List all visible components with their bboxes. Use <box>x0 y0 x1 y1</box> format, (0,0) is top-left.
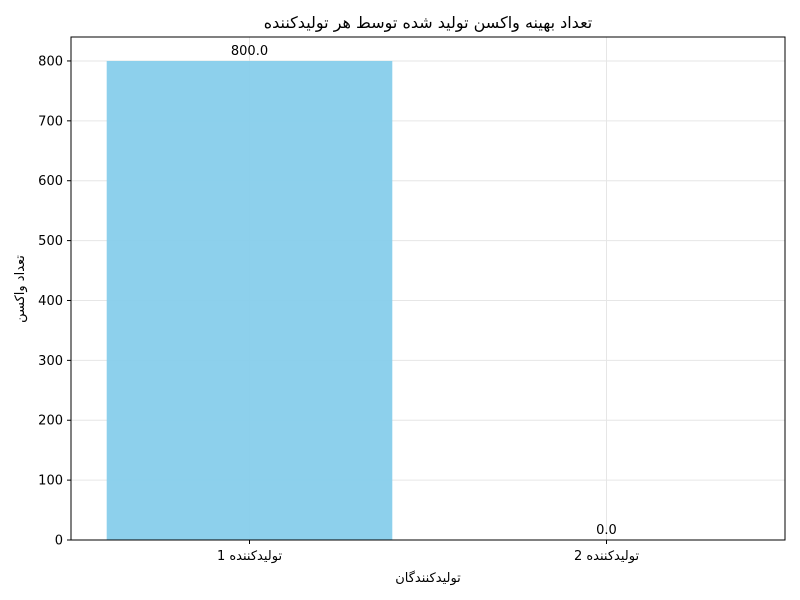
y-tick-label: 300 <box>38 354 63 369</box>
x-axis-title: تولیدکنندگان <box>395 570 461 586</box>
bar-value-label: 800.0 <box>231 44 268 59</box>
y-tick-label: 0 <box>55 534 63 549</box>
y-tick-label: 100 <box>38 474 63 489</box>
x-tick-label: تولیدکننده 2 <box>574 549 640 564</box>
bar-value-label: 0.0 <box>596 523 617 538</box>
y-tick-label: 800 <box>38 54 63 69</box>
bar-layer <box>106 60 393 540</box>
chart-title: تعداد بهینه واکسن تولید شده توسط هر تولی… <box>264 13 593 33</box>
y-tick-label: 700 <box>38 114 63 129</box>
y-tick-label: 500 <box>38 234 63 249</box>
y-axis-title: تعداد واکسن <box>13 255 28 323</box>
y-tick-label: 400 <box>38 294 63 309</box>
y-tick-label: 600 <box>38 174 63 189</box>
bar <box>106 60 393 540</box>
x-tick-label: تولیدکننده 1 <box>217 549 283 564</box>
axis-layer <box>67 36 786 544</box>
plot-frame <box>70 36 786 541</box>
y-tick-label: 200 <box>38 414 63 429</box>
label-layer: 0 100 200 300 400 500 600 700 800 تولیدکننده 1 تول… <box>38 44 639 564</box>
